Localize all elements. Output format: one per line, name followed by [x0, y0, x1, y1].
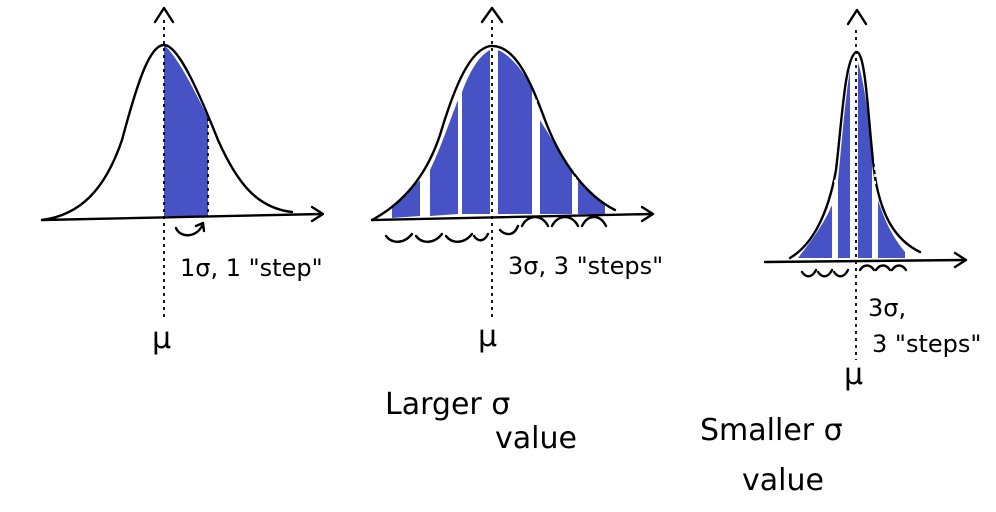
step-arc: [858, 264, 876, 272]
caption-line-1: Larger σ: [385, 387, 510, 422]
mean-label: μ: [478, 319, 497, 354]
y-axis-arrowhead: [846, 8, 868, 26]
shaded-strip: [392, 180, 420, 218]
annotation-text-line-1: 3σ,: [868, 294, 906, 322]
caption-line-2: value: [495, 421, 577, 456]
x-axis-arrowhead: [953, 251, 968, 269]
panel-one-sigma: 1σ, 1 "step" μ: [40, 6, 325, 356]
y-axis-arrowhead: [153, 6, 175, 24]
step-arc: [874, 264, 892, 272]
step-arc: [174, 224, 204, 237]
shaded-strip: [878, 200, 905, 258]
step-arc: [498, 224, 520, 236]
step-arc: [520, 215, 550, 228]
annotation-text-line-2: 3 "steps": [872, 330, 981, 358]
step-arrowhead: [194, 221, 206, 233]
step-arc: [832, 268, 850, 278]
shaded-strip: [798, 205, 832, 258]
shaded-strip: [498, 50, 532, 214]
panel-larger-sigma: 3σ, 3 "steps" μ Larger σ value: [370, 6, 663, 456]
x-axis: [763, 258, 967, 264]
shaded-strip: [858, 62, 872, 258]
step-arc: [550, 215, 580, 228]
step-arc: [414, 232, 444, 243]
shaded-region-one-sigma: [164, 45, 208, 216]
step-arc: [472, 232, 490, 242]
shaded-strip: [540, 120, 572, 214]
bell-curve: [788, 50, 922, 260]
tick-lines: [425, 100, 876, 258]
panel-smaller-sigma: 3σ, 3 "steps" μ Smaller σ value: [700, 8, 981, 498]
caption-line-2: value: [742, 463, 824, 498]
step-arc: [444, 232, 474, 243]
mean-label: μ: [152, 321, 171, 356]
annotation-text: 1σ, 1 "step": [180, 254, 323, 282]
x-axis: [40, 212, 324, 222]
shaded-strip: [430, 100, 458, 216]
y-axis-arrowhead: [480, 6, 504, 24]
shaded-strip: [462, 50, 490, 214]
x-axis-arrowhead: [310, 205, 325, 223]
mean-label: μ: [844, 357, 863, 392]
x-axis-arrowhead: [640, 205, 655, 223]
shaded-strip: [838, 70, 850, 258]
bell-curve: [370, 44, 617, 222]
step-arc: [890, 264, 908, 272]
step-arc: [816, 268, 834, 278]
step-arc: [580, 215, 608, 228]
x-axis: [370, 212, 654, 222]
step-arc: [800, 268, 818, 278]
shaded-strip: [578, 180, 605, 214]
caption-line-1: Smaller σ: [700, 413, 843, 448]
annotation-text: 3σ, 3 "steps": [508, 252, 663, 280]
bell-curve: [40, 43, 294, 222]
step-arc: [384, 232, 414, 243]
